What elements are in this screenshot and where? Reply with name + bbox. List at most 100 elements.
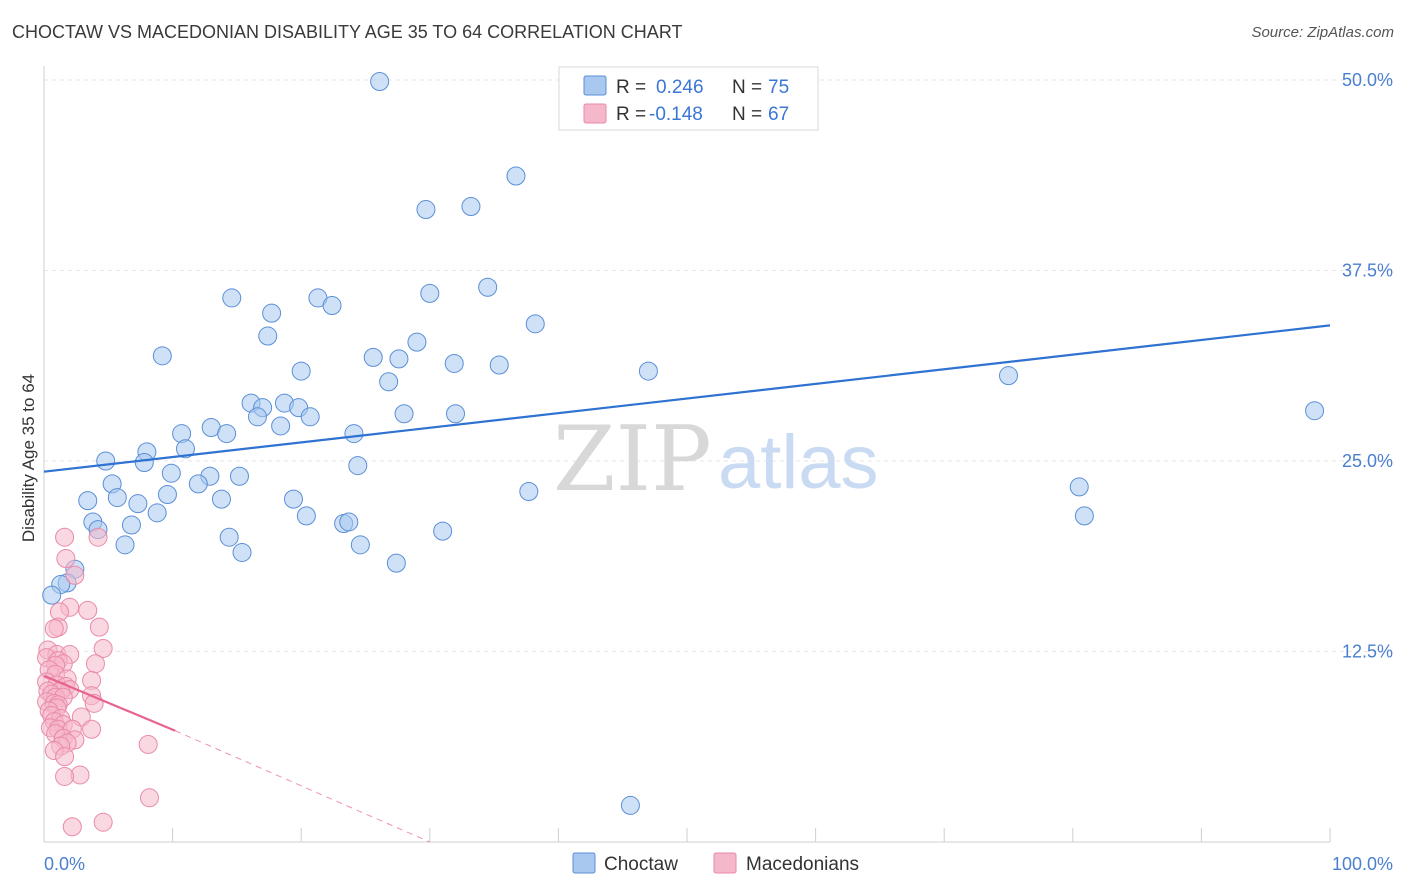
choctaw-point [620,795,640,815]
choctaw-point [416,200,436,220]
choctaw-point [134,453,154,473]
choctaw-point [188,474,208,494]
series-legend-label-choctaw[interactable]: Choctaw [604,854,678,875]
legend-n-label: N = [732,77,762,98]
choctaw-point [363,347,383,367]
choctaw-point [433,521,453,541]
choctaw-point [1305,401,1325,421]
watermark-zip: ZIP [553,407,712,512]
legend-swatch-choctaw [583,75,607,96]
series-legend-swatch-choctaw[interactable] [572,852,596,874]
choctaw-point [42,585,62,605]
choctaw-point [211,489,231,509]
choctaw-point [219,527,239,547]
choctaw-point [1074,506,1094,526]
choctaw-point [96,451,116,471]
choctaw-point [271,416,291,436]
legend-swatch-macedonians [583,103,607,124]
choctaw-point [217,424,237,444]
choctaw-point [296,506,316,526]
choctaw-point [350,535,370,555]
choctaw-point [222,288,242,308]
macedonians-point [65,565,85,585]
y-axis-label: Disability Age 35 to 64 [19,374,38,542]
series-legend: Choctaw Macedonians [572,852,859,875]
x-tick-label-min: 0.0% [44,854,85,874]
choctaw-point [370,72,390,92]
choctaw-point [389,349,409,369]
choctaw-point [147,503,167,523]
choctaw-point [407,332,427,352]
legend-n-label: N = [732,104,762,125]
macedonians-trend-line [43,674,176,732]
legend-r-label: R = [616,77,646,98]
choctaw-point [283,489,303,509]
macedonians-point [85,654,105,674]
choctaw-point [420,283,440,303]
choctaw-point [999,366,1018,386]
choctaw-point [444,353,464,373]
y-tick-label: 12.5% [1342,642,1393,662]
choctaw-point [344,424,364,444]
choctaw-point [519,481,539,501]
choctaw-point [478,277,498,297]
choctaw-point [379,372,399,392]
macedonians-point [55,747,75,767]
series-legend-swatch-macedonians[interactable] [713,852,737,874]
macedonians-point [89,617,109,637]
legend-r-value: -0.148 [649,104,703,125]
choctaw-point [115,535,135,555]
choctaw-point [107,488,127,508]
macedonians-point [44,619,64,639]
watermark-atlas: atlas [718,420,879,505]
source-credit: Source: ZipAtlas.com [1251,24,1394,41]
macedonians-point [138,734,158,754]
choctaw-point [247,407,267,427]
y-tick-label: 25.0% [1342,451,1393,471]
choctaw-point [121,515,141,535]
choctaw-point [446,404,466,424]
macedonians-point [55,766,75,786]
y-tick-label: 50.0% [1342,70,1393,90]
choctaw-point [506,166,526,186]
macedonians-point [62,817,82,837]
choctaw-point [175,439,195,459]
legend-r-value: 0.246 [656,77,704,98]
macedonians-point [93,812,113,832]
choctaw-trend-line [43,324,1331,473]
choctaw-point [348,456,368,476]
legend-n-value: 75 [768,77,789,98]
choctaw-point [489,355,509,375]
macedonians-trend-extension [174,730,431,843]
choctaw-point [638,361,658,381]
data-points [37,72,1325,837]
choctaw-point [262,303,282,323]
grid-lines [44,79,1394,652]
choctaw-point [1069,477,1089,497]
choctaw-point [300,407,320,427]
choctaw-point [339,512,359,532]
series-legend-label-macedonians[interactable]: Macedonians [746,854,859,875]
choctaw-point [152,346,172,366]
x-tick-label-max: 100.0% [1332,854,1393,874]
macedonians-point [93,638,113,658]
macedonians-point [82,719,102,739]
choctaw-point [394,404,414,424]
trend-lines [43,324,1331,843]
choctaw-point [291,361,311,381]
choctaw-point [461,196,481,216]
choctaw-point [161,463,181,483]
macedonians-point [78,600,98,620]
choctaw-point [525,314,545,334]
choctaw-point [229,466,249,486]
y-tick-label: 37.5% [1342,261,1393,281]
watermark: ZIP atlas [553,407,879,512]
chart-title: CHOCTAW VS MACEDONIAN DISABILITY AGE 35 … [12,22,683,42]
macedonians-point [55,527,75,547]
legend-n-value: 67 [768,104,789,125]
legend-r-label: R = [616,104,646,125]
choctaw-point [322,296,342,316]
choctaw-point [157,485,177,505]
choctaw-point [386,553,406,573]
